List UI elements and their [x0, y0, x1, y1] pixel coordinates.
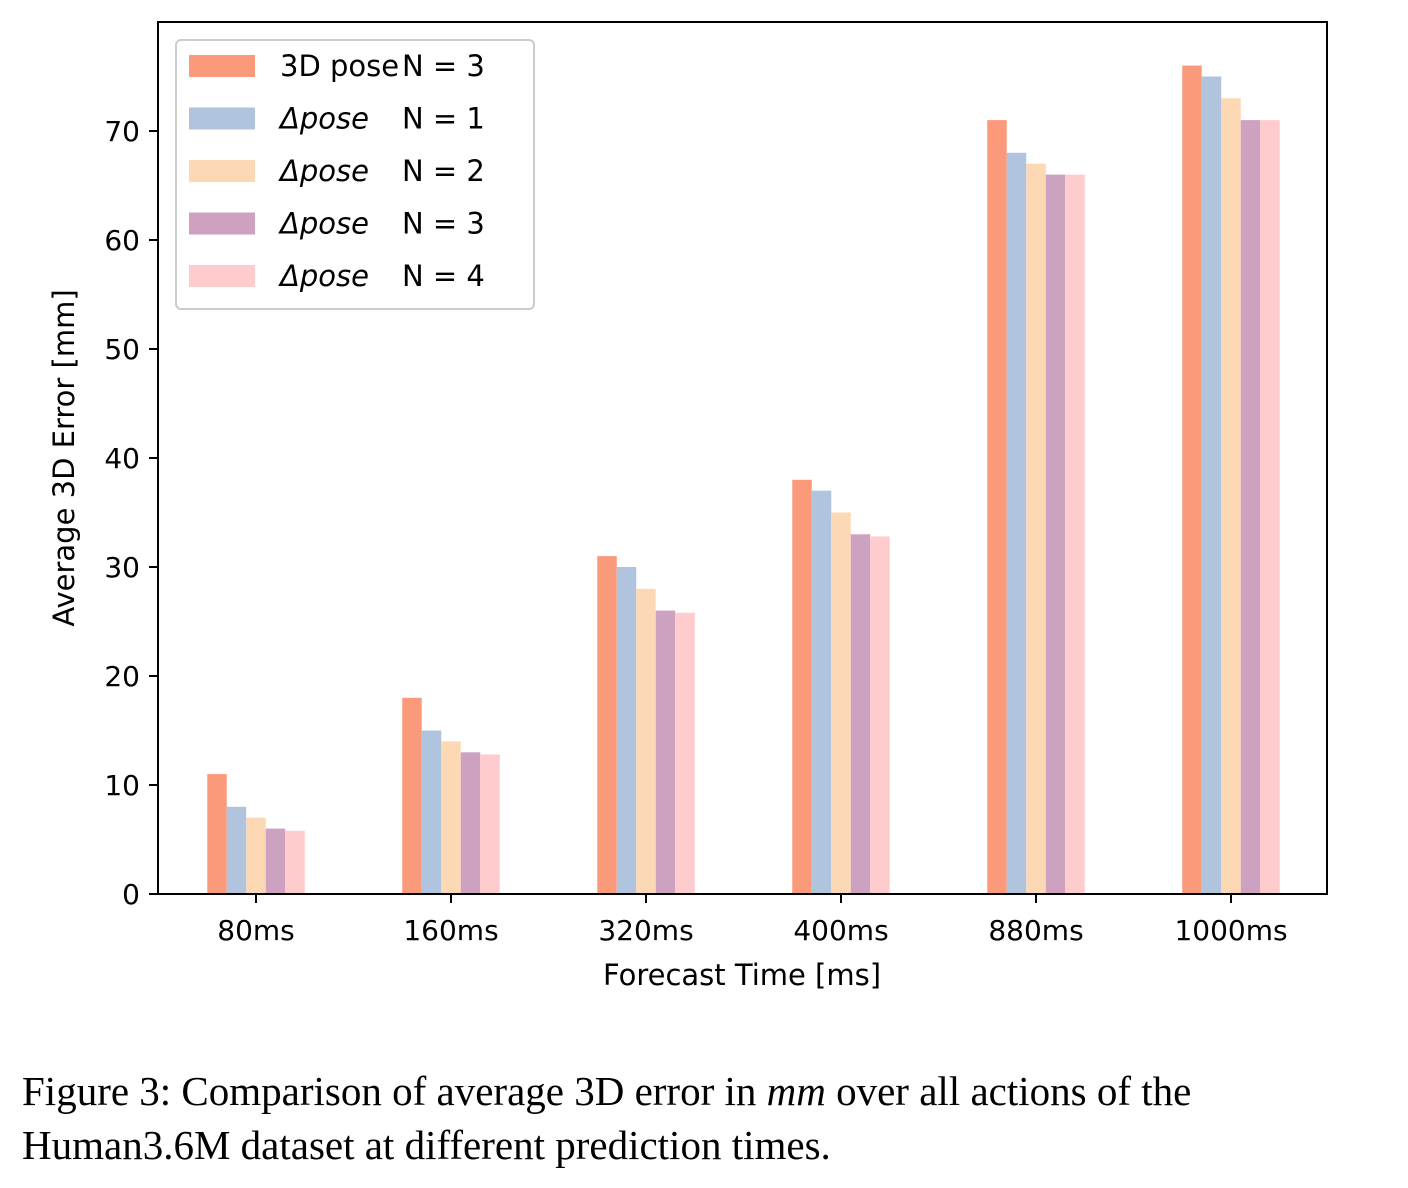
x-tick-label: 80ms: [217, 914, 295, 947]
figure-caption: Figure 3: Comparison of average 3D error…: [22, 1064, 1392, 1172]
legend-label-n: N = 2: [402, 154, 485, 188]
bar-880ms-series-5: [1065, 174, 1085, 895]
bar-320ms-series-3: [636, 588, 656, 894]
x-tick-label: 1000ms: [1174, 914, 1287, 947]
bar-320ms-series-4: [655, 610, 676, 894]
bar-80ms-series-5: [285, 830, 305, 894]
bar-1000ms-series-1: [1182, 65, 1202, 895]
legend-label-main: Δpose: [278, 207, 369, 241]
bar-chart: 0 10 20 30 40 50 60 70 80ms 160ms 320ms 400ms 880ms…: [47, 21, 1328, 992]
legend-swatch-3: [189, 160, 255, 182]
bar-1000ms-series-5: [1260, 120, 1280, 895]
bar-880ms-series-4: [1045, 174, 1066, 895]
legend-label-n: N = 3: [402, 49, 485, 83]
bar-880ms-series-1: [987, 120, 1007, 895]
bar-80ms-series-4: [265, 828, 286, 894]
legend-label-1: 3D pose N = 3: [280, 49, 485, 83]
legend-label-main: Δpose: [278, 259, 369, 293]
bars-group: [207, 65, 1280, 895]
y-tick-label: 10: [104, 769, 140, 802]
legend-label-3: Δpose N = 2: [278, 154, 485, 188]
x-axis-label: Forecast Time [ms]: [603, 958, 881, 992]
bar-400ms-series-2: [811, 490, 832, 894]
y-tick-label: 30: [104, 551, 140, 584]
legend-label-main: Δpose: [278, 102, 369, 136]
x-tick-label: 880ms: [988, 914, 1083, 947]
bar-400ms-series-4: [850, 534, 871, 894]
legend-label-n: N = 3: [402, 207, 485, 241]
legend-swatch-5: [189, 265, 255, 287]
bar-160ms-series-2: [421, 730, 442, 894]
legend-label-n: N = 4: [402, 259, 485, 293]
legend-label-main: Δpose: [278, 154, 369, 188]
x-tick-label: 400ms: [793, 914, 888, 947]
bar-320ms-series-2: [616, 567, 637, 894]
legend-label-n: N = 1: [402, 102, 485, 136]
legend-label-5: Δpose N = 4: [278, 259, 485, 293]
bar-1000ms-series-2: [1201, 76, 1222, 894]
bar-400ms-series-5: [870, 536, 890, 894]
bar-880ms-series-2: [1006, 152, 1027, 895]
y-axis: 0 10 20 30 40 50 60 70: [104, 115, 158, 911]
caption-text-before: Figure 3: Comparison of average 3D error…: [22, 1068, 767, 1114]
bar-880ms-series-3: [1026, 163, 1046, 894]
legend-label-2: Δpose N = 1: [278, 102, 485, 136]
y-tick-label: 0: [122, 878, 140, 911]
bar-400ms-series-1: [792, 479, 812, 894]
bar-160ms-series-1: [402, 697, 422, 894]
legend-box: [175, 39, 535, 310]
bar-80ms-series-1: [207, 774, 227, 894]
bar-320ms-series-5: [675, 612, 695, 894]
y-axis-label: Average 3D Error [mm]: [47, 289, 81, 626]
legend-swatch-4: [189, 212, 255, 235]
y-tick-label: 50: [104, 333, 140, 366]
caption-text-after: over all actions of the Human3.6M datase…: [22, 1068, 1192, 1168]
bar-80ms-series-2: [226, 806, 247, 894]
x-tick-label: 320ms: [598, 914, 693, 947]
y-tick-label: 60: [104, 224, 140, 257]
y-tick-label: 20: [104, 660, 140, 693]
legend: 3D pose N = 3 Δpose N = 1 Δpose N = 2 Δpose N …: [175, 39, 535, 310]
bar-160ms-series-4: [460, 752, 481, 894]
x-axis: 80ms 160ms 320ms 400ms 880ms 1000ms: [217, 894, 1288, 947]
y-tick-label: 70: [104, 115, 140, 148]
legend-label-4: Δpose N = 3: [278, 207, 485, 241]
legend-swatch-2: [189, 107, 255, 130]
bar-80ms-series-3: [246, 817, 266, 894]
bar-400ms-series-3: [831, 512, 851, 894]
plot-frame: [157, 21, 1328, 895]
legend-swatch-1: [189, 55, 255, 77]
y-tick-label: 40: [104, 442, 140, 475]
x-tick-label: 160ms: [403, 914, 498, 947]
bar-160ms-series-5: [480, 754, 500, 894]
bar-1000ms-series-3: [1221, 98, 1241, 895]
caption-math: mm: [766, 1068, 826, 1114]
bar-160ms-series-3: [441, 741, 461, 894]
legend-label-main: 3D pose: [280, 49, 408, 83]
bar-320ms-series-1: [597, 556, 617, 894]
bar-1000ms-series-4: [1240, 120, 1261, 895]
